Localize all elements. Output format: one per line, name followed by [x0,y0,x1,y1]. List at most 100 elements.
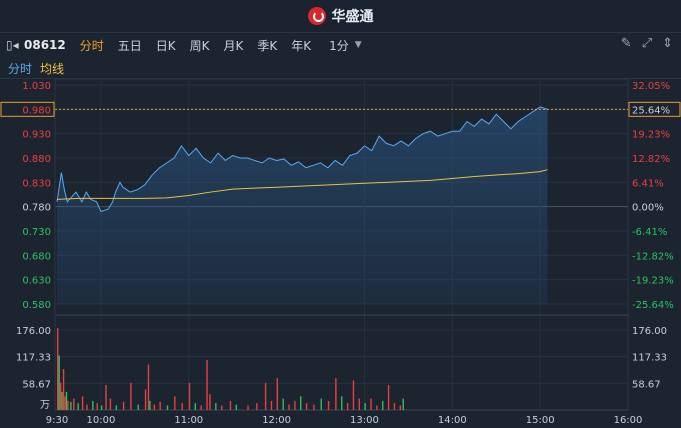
time-tick-label: 15:00 [526,415,555,426]
volume-bar [264,382,267,410]
tab-yearly-k[interactable]: 年K [291,38,312,53]
volume-bar [247,405,249,410]
volume-bar [73,398,75,410]
volume-bar [370,398,372,410]
pct-tick-label: -25.64% [632,300,674,311]
tab-daily-k[interactable]: 日K [155,38,176,53]
volume-bar [294,400,296,410]
stock-code: 08612 [24,38,66,52]
volume-bar [137,404,139,410]
price-tick-label: 0.580 [22,300,51,311]
interval-select[interactable]: 1分 [329,38,349,53]
volume-bar [341,396,343,410]
volume-bar [166,405,169,410]
pct-tick-label: 19.23% [632,130,670,141]
volume-bar [92,400,94,410]
volume-bar [346,403,349,410]
price-tick-label: 0.780 [22,203,51,214]
time-tick-label: 10:00 [87,415,116,426]
pct-tick-label: 12.82% [632,154,670,165]
title-bar: 华盛通 [0,0,681,33]
volume-bar [147,364,150,410]
average-line [56,169,548,200]
price-tick-label: 0.630 [22,276,51,287]
volume-tick-left: 117.33 [16,353,51,364]
volume-bar [81,396,84,410]
time-tick-label: 16:00 [614,415,643,426]
volume-bar [320,398,322,410]
volume-bar [376,405,378,410]
time-tick-label: 11:00 [174,415,203,426]
tab-quarterly-k[interactable]: 季K [257,38,278,53]
volume-bar [188,382,191,410]
volume-bar [220,405,223,410]
price-tick-label: 0.880 [22,154,51,165]
brand-logo-icon [307,7,326,25]
volume-bar [65,391,68,410]
volume-bar [77,403,79,410]
volume-bar [70,401,72,410]
price-tick-label: 0.930 [22,130,51,141]
volume-bar [109,398,112,410]
volume-bar [86,404,88,410]
volume-bar [215,403,217,410]
volume-bar [364,403,366,410]
current-pct-box [628,101,681,117]
volume-bar [206,360,208,410]
volume-bar [288,404,290,410]
volume-bar [399,405,401,410]
volume-bar [382,400,384,410]
volume-bar [305,403,308,410]
fullscreen-icon[interactable]: ⤢ [641,36,653,51]
pct-tick-label: -19.23% [632,276,674,287]
time-tick-label: 13:00 [350,415,379,426]
time-tick-label: 9:30 [46,415,68,426]
volume-bar [159,401,161,410]
chevron-down-icon[interactable]: ▼ [354,40,362,50]
volume-bar [352,380,355,410]
pencil-icon[interactable]: ✎ [620,36,632,51]
volume-tick-right: 176.00 [632,326,667,337]
volume-bar [61,391,63,410]
toolbar: ▯◂ 08612 分时 五日 日K 周K 月K 季K 年K 1分 ▼ ✎ ⤢ ⇕ [0,33,681,57]
volume-bar [402,398,404,410]
price-tick-label: 1.030 [22,81,51,92]
volume-tick-right: 58.67 [632,379,661,390]
tab-intraday[interactable]: 分时 [79,38,104,53]
volume-bar [144,389,147,410]
volume-bar [387,385,390,410]
price-tick-label: 0.830 [22,178,51,189]
tab-five-day[interactable]: 五日 [117,38,142,53]
toolbar-actions: ✎ ⤢ ⇕ [621,36,673,51]
volume-bar [276,378,279,410]
time-tick-label: 12:00 [262,415,291,426]
volume-bar [100,405,103,410]
current-pct-label: 25.64% [632,105,670,116]
legend-avg: 均线 [40,61,65,76]
current-price-label: 0.980 [22,105,51,116]
volume-unit-label: 万 [40,400,50,411]
tab-weekly-k[interactable]: 周K [189,38,210,53]
volume-bar [153,404,156,410]
volume-bar [393,403,396,410]
pct-tick-label: -6.41% [632,227,667,238]
volume-bar [209,394,211,410]
collapse-icon[interactable]: ▯◂ [6,38,19,52]
volume-bar [256,403,258,410]
volume-bar [270,400,273,410]
volume-bar [149,400,151,410]
volume-bar [229,400,232,410]
volume-bar [327,400,330,410]
volume-bar [130,382,132,410]
price-line [56,106,548,213]
tab-monthly-k[interactable]: 月K [223,38,244,53]
volume-tick-left: 58.67 [22,379,51,390]
volume-bar [59,382,62,410]
volume-bar [194,403,197,410]
expand-icon[interactable]: ⇕ [662,36,673,51]
price-area [57,106,548,305]
volume-bar [335,378,337,410]
volume-tick-left: 176.00 [16,326,51,337]
